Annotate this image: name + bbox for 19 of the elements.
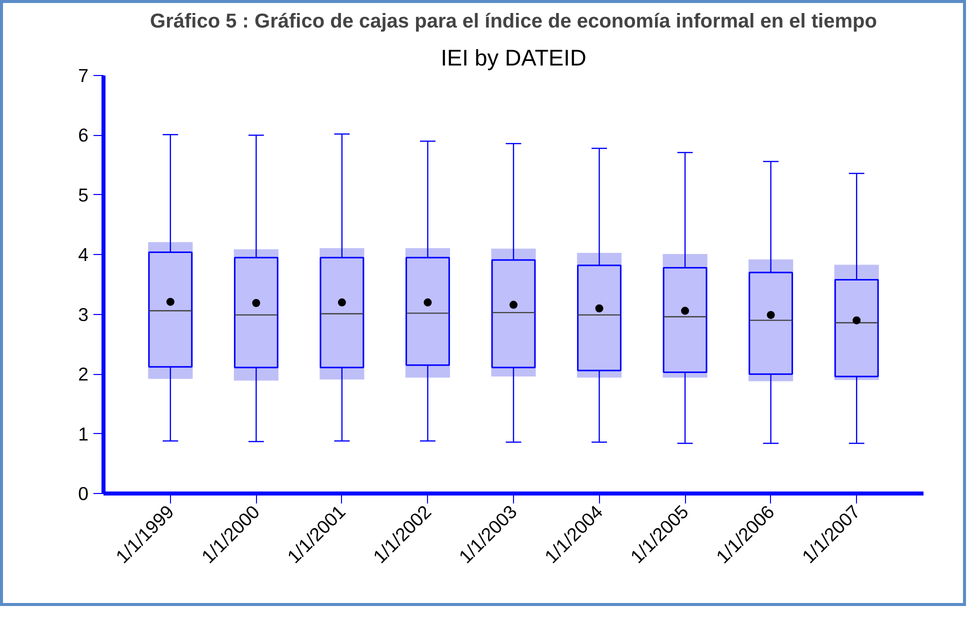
y-tick-label: 0 bbox=[78, 483, 89, 504]
y-tick-label: 4 bbox=[78, 244, 89, 266]
bar bbox=[405, 248, 450, 378]
y-tick-label: 3 bbox=[78, 304, 89, 325]
bar bbox=[576, 252, 622, 378]
bar bbox=[148, 242, 193, 379]
y-tick-label: 2 bbox=[78, 364, 89, 385]
chart-title: IEI by DATEID bbox=[440, 44, 586, 70]
y-tick-label: 5 bbox=[78, 184, 89, 206]
bar bbox=[234, 249, 278, 381]
bar bbox=[662, 254, 708, 378]
y-tick-label: 6 bbox=[78, 124, 89, 146]
y-tick-label: 7 bbox=[78, 65, 89, 86]
bar bbox=[491, 248, 536, 376]
text: Gráfico 5 : Gráfico de cajas para el índice de economía informal en el tiempo bbox=[150, 10, 877, 32]
bar bbox=[834, 264, 879, 380]
bar bbox=[320, 248, 364, 380]
y-tick-label: 1 bbox=[78, 423, 89, 444]
bar bbox=[748, 259, 794, 382]
